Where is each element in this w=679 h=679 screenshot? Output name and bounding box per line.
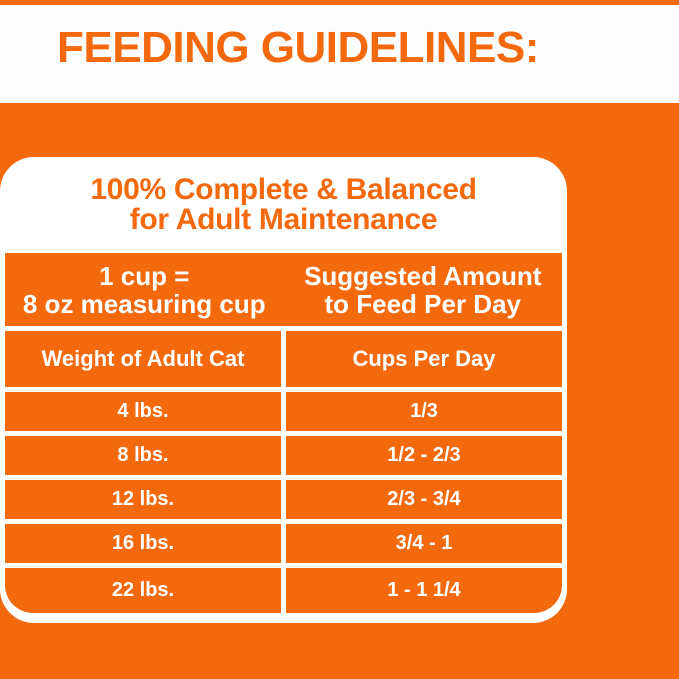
suggested-amount-line1: Suggested Amount	[304, 260, 542, 291]
guidelines-card: 100% Complete & Balanced for Adult Maint…	[0, 157, 567, 623]
column-header-row: Weight of Adult Cat Cups Per Day	[5, 331, 562, 387]
weight-cell: 8 lbs.	[5, 436, 281, 475]
table-row: 4 lbs. 1/3	[5, 392, 562, 431]
card-title-line1: 100% Complete & Balanced	[90, 173, 477, 206]
weight-cell: 4 lbs.	[5, 392, 281, 431]
column-header-cups: Cups Per Day	[286, 331, 562, 387]
cups-cell: 1 - 1 1/4	[286, 568, 562, 613]
table-row: 8 lbs. 1/2 - 2/3	[5, 436, 562, 475]
suggested-amount-line2: to Feed Per Day	[324, 288, 521, 319]
top-border-strip	[0, 0, 679, 5]
table-row: 16 lbs. 3/4 - 1	[5, 524, 562, 563]
weight-cell: 12 lbs.	[5, 480, 281, 519]
guidelines-panel: 100% Complete & Balanced for Adult Maint…	[0, 103, 679, 679]
cup-equivalence-line2: 8 oz measuring cup	[22, 288, 266, 319]
cups-cell: 1/2 - 2/3	[286, 436, 562, 475]
cups-cell: 2/3 - 3/4	[286, 480, 562, 519]
card-title-line2: for Adult Maintenance	[129, 203, 438, 236]
table-row: 12 lbs. 2/3 - 3/4	[5, 480, 562, 519]
suggested-amount-header-cell: Suggested Amount to Feed Per Day	[283, 253, 562, 326]
cup-equivalence-line1: 1 cup =	[99, 260, 190, 291]
weight-cell: 22 lbs.	[5, 568, 281, 613]
feeding-table: 1 cup = 8 oz measuring cup Suggested Amo…	[5, 253, 562, 618]
column-header-weight: Weight of Adult Cat	[5, 331, 281, 387]
cups-cell: 3/4 - 1	[286, 524, 562, 563]
page-heading: FEEDING GUIDELINES:	[57, 23, 539, 72]
card-title: 100% Complete & Balanced for Adult Maint…	[5, 157, 562, 253]
table-header-row: 1 cup = 8 oz measuring cup Suggested Amo…	[5, 253, 562, 326]
cups-cell: 1/3	[286, 392, 562, 431]
weight-cell: 16 lbs.	[5, 524, 281, 563]
cup-equivalence-header-cell: 1 cup = 8 oz measuring cup	[5, 253, 284, 326]
table-row: 22 lbs. 1 - 1 1/4	[5, 568, 562, 613]
